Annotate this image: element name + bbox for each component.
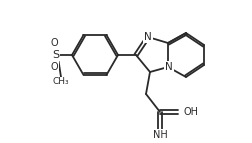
- Text: S: S: [52, 50, 59, 60]
- Text: OH: OH: [183, 107, 198, 117]
- Text: NH: NH: [153, 130, 167, 140]
- Text: CH₃: CH₃: [53, 78, 69, 87]
- Text: N: N: [165, 62, 173, 72]
- Text: N: N: [144, 32, 152, 42]
- Text: O: O: [50, 38, 58, 48]
- Text: O: O: [50, 62, 58, 72]
